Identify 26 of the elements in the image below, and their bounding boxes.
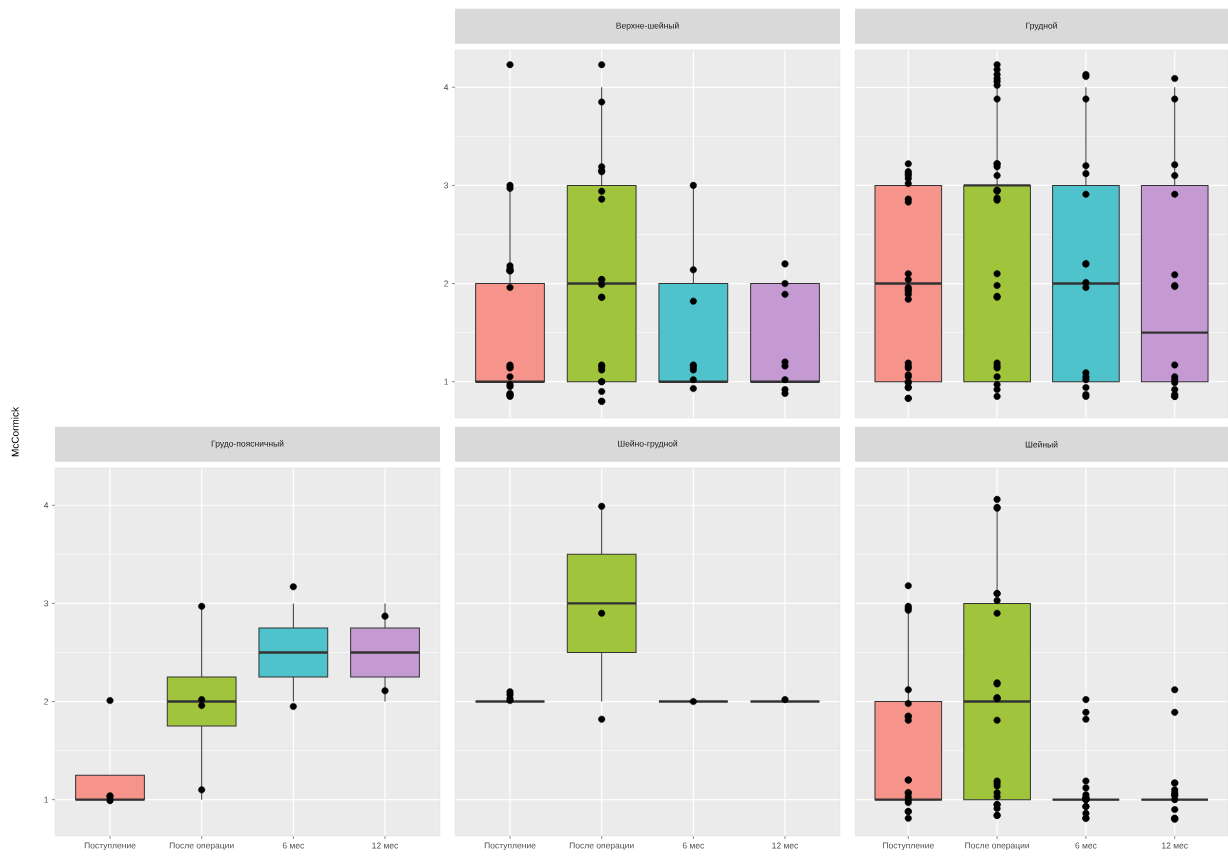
chart-title: Шейный [1025, 441, 1058, 448]
x-tick-label: 6 мес [682, 842, 705, 849]
x-tick-label: После операции [965, 842, 1030, 851]
x-tick-label: 12 мес [772, 842, 799, 849]
x-tick-label: 6 мес [1075, 842, 1097, 849]
x-tick-label: 12 мес [1162, 842, 1188, 849]
x-tick-label: Поступление [484, 842, 536, 851]
x-tick-label: После операции [569, 842, 634, 851]
x-tick-label: 6 мес [282, 842, 305, 849]
chart-title: Грудной [1026, 22, 1057, 31]
y-axis-title: McCormick [11, 406, 19, 457]
x-tick-label: Поступление [84, 842, 136, 851]
chart-title: Шейно-грудной [618, 440, 678, 449]
y-tick-label: 1 [444, 378, 449, 385]
y-tick-label: 1 [44, 796, 49, 803]
y-tick-label: 4 [443, 84, 449, 91]
y-tick-label: 4 [43, 502, 49, 509]
x-tick-label: После операции [169, 842, 234, 851]
x-tick-label: 12 мес [372, 842, 399, 849]
y-tick-label: 2 [44, 698, 49, 705]
y-tick-label: 3 [44, 600, 49, 607]
chart-title: Грудо-поясничный [211, 440, 284, 449]
y-tick-label: 3 [444, 182, 449, 189]
x-tick-label: Поступление [883, 842, 934, 851]
y-tick-label: 2 [444, 280, 449, 287]
chart-title: Верхне-шейный [616, 22, 679, 31]
